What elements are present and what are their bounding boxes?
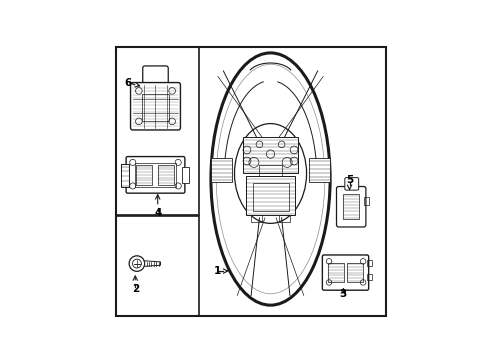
Text: 4: 4 — [154, 208, 161, 219]
Text: 3: 3 — [340, 289, 347, 299]
FancyBboxPatch shape — [345, 177, 359, 190]
Polygon shape — [145, 261, 161, 266]
Bar — [367, 260, 372, 266]
Bar — [279, 215, 290, 222]
Bar — [309, 158, 330, 182]
Bar — [328, 263, 344, 283]
FancyBboxPatch shape — [143, 66, 168, 89]
Bar — [343, 194, 359, 219]
Bar — [252, 183, 289, 211]
Bar — [211, 158, 232, 182]
FancyBboxPatch shape — [337, 186, 366, 227]
Bar — [135, 163, 176, 186]
Bar — [182, 167, 189, 183]
FancyBboxPatch shape — [322, 255, 368, 290]
Bar — [347, 263, 363, 283]
Bar — [121, 164, 128, 187]
Bar — [243, 138, 298, 174]
Bar — [259, 165, 282, 176]
Text: 1: 1 — [214, 266, 221, 276]
FancyBboxPatch shape — [126, 157, 185, 193]
Bar — [116, 216, 199, 316]
Text: 2: 2 — [132, 284, 139, 294]
Ellipse shape — [235, 123, 307, 223]
Bar — [251, 215, 262, 222]
Bar — [158, 165, 174, 185]
Bar — [364, 197, 369, 205]
Text: 6: 6 — [124, 78, 132, 88]
FancyBboxPatch shape — [130, 82, 180, 130]
Bar — [136, 165, 152, 185]
Circle shape — [129, 256, 145, 271]
Bar — [367, 274, 372, 280]
Text: 5: 5 — [346, 175, 353, 185]
Bar — [142, 94, 170, 121]
Bar — [116, 48, 199, 215]
Bar — [245, 176, 295, 215]
